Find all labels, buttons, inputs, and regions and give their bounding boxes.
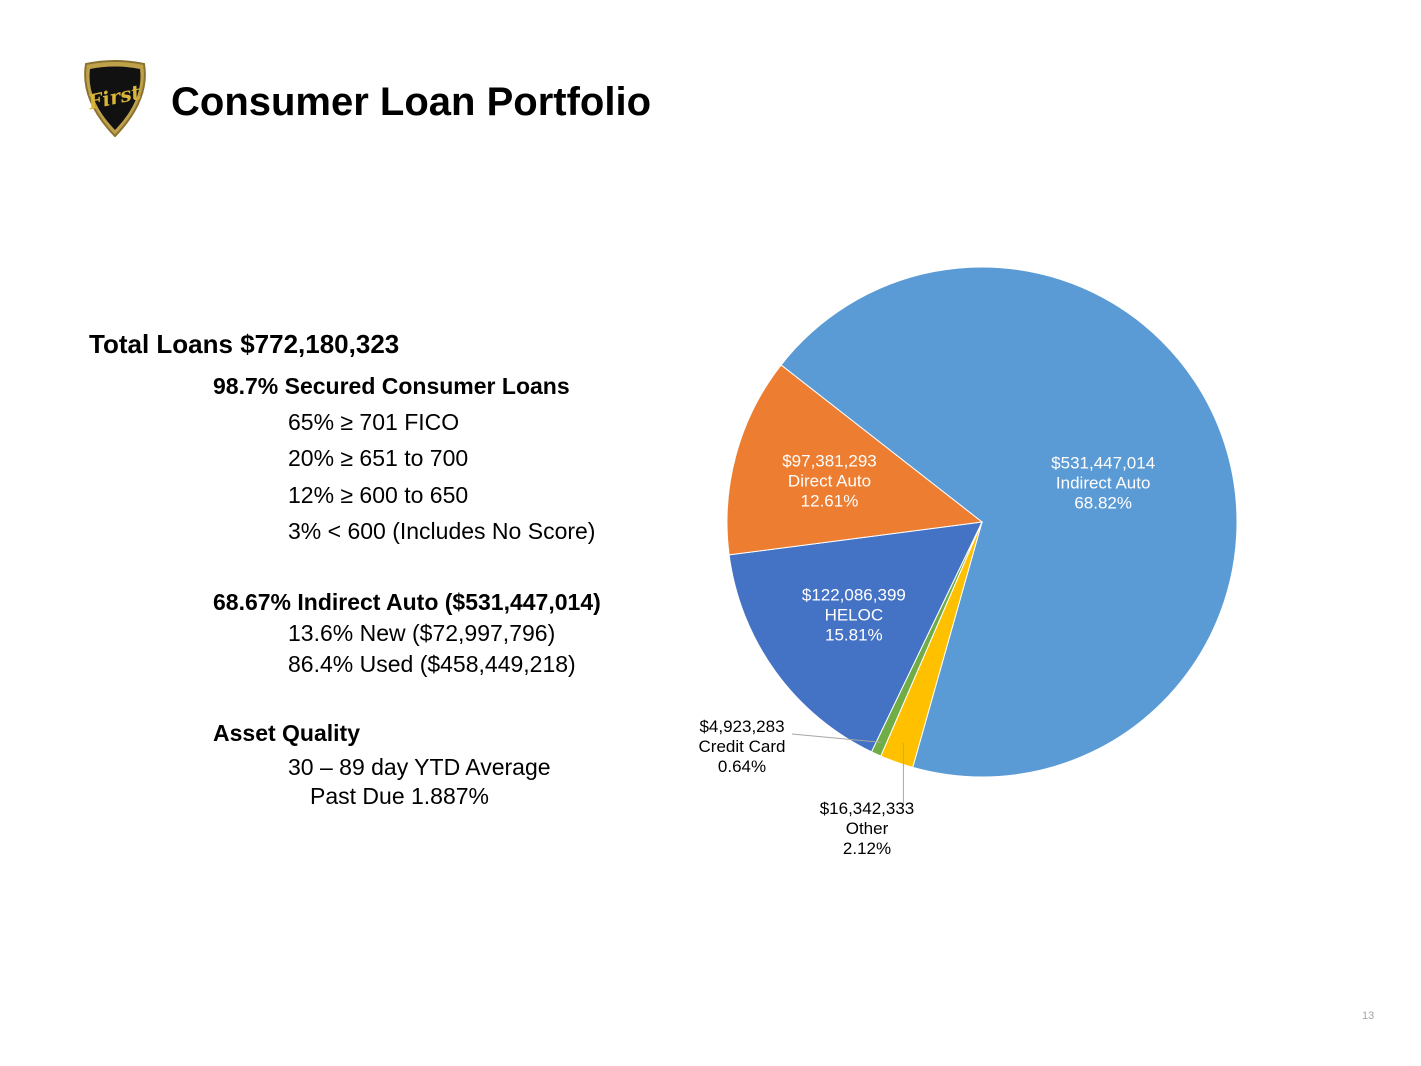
pie-slice-direct-auto	[726, 364, 984, 556]
secured-loans-heading: 98.7% Secured Consumer Loans	[213, 373, 570, 399]
loan-portfolio-pie-chart: $531,447,014 Indirect Auto 68.82% $16,342,3…	[699, 266, 1238, 858]
slide-number: 13	[1362, 1010, 1375, 1022]
slice-label-credit-card: $4,923,283 Credit Card 0.64%	[699, 717, 786, 776]
slice-label-heloc: $122,086,399 HELOC 15.81%	[802, 586, 906, 645]
page-title: Consumer Loan Portfolio	[171, 80, 651, 124]
fico-line: 12% ≥ 600 to 650	[288, 482, 469, 508]
slice-label-indirect-auto: $531,447,014 Indirect Auto 68.82%	[1051, 453, 1155, 512]
leader-line-credit-card	[791, 733, 882, 743]
logo-shield-body	[89, 66, 141, 130]
slice-label-direct-auto: $97,381,293 Direct Auto 12.61%	[782, 451, 877, 510]
asset-quality-line: 30 – 89 day YTD Average	[288, 754, 551, 780]
fico-line: 20% ≥ 651 to 700	[288, 445, 469, 471]
indirect-auto-heading: 68.67% Indirect Auto ($531,447,014)	[213, 589, 601, 615]
fico-line: 65% ≥ 701 FICO	[288, 409, 460, 435]
indirect-auto-line: 86.4% Used ($458,449,218)	[288, 651, 576, 677]
total-loans: Total Loans $772,180,323	[89, 329, 400, 359]
company-logo: First	[84, 60, 146, 138]
fico-line: 3% < 600 (Includes No Score)	[288, 518, 596, 544]
pie-slice-indirect-auto	[780, 266, 1238, 778]
asset-quality-line: Past Due 1.887%	[310, 783, 490, 809]
asset-quality-heading: Asset Quality	[213, 720, 360, 746]
indirect-auto-line: 13.6% New ($72,997,796)	[288, 620, 556, 646]
slice-label-other: $16,342,333 Other 2.12%	[820, 799, 915, 858]
